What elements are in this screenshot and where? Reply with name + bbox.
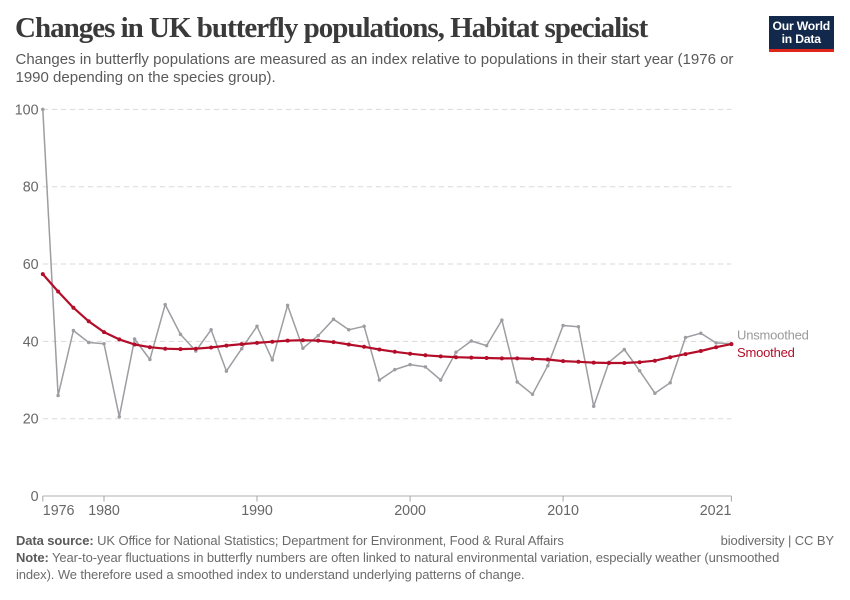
- svg-text:Smoothed: Smoothed: [737, 345, 795, 360]
- svg-text:2010: 2010: [547, 503, 579, 519]
- svg-text:1976: 1976: [43, 503, 75, 519]
- svg-text:40: 40: [23, 334, 39, 350]
- svg-text:60: 60: [23, 257, 39, 273]
- svg-text:100: 100: [15, 102, 39, 118]
- svg-text:0: 0: [31, 489, 39, 505]
- svg-text:Unsmoothed: Unsmoothed: [737, 328, 809, 343]
- svg-text:2021: 2021: [700, 503, 732, 519]
- svg-text:1990: 1990: [241, 503, 273, 519]
- svg-text:2000: 2000: [394, 503, 426, 519]
- svg-text:80: 80: [23, 180, 39, 196]
- svg-text:1980: 1980: [88, 503, 120, 519]
- svg-text:20: 20: [23, 412, 39, 428]
